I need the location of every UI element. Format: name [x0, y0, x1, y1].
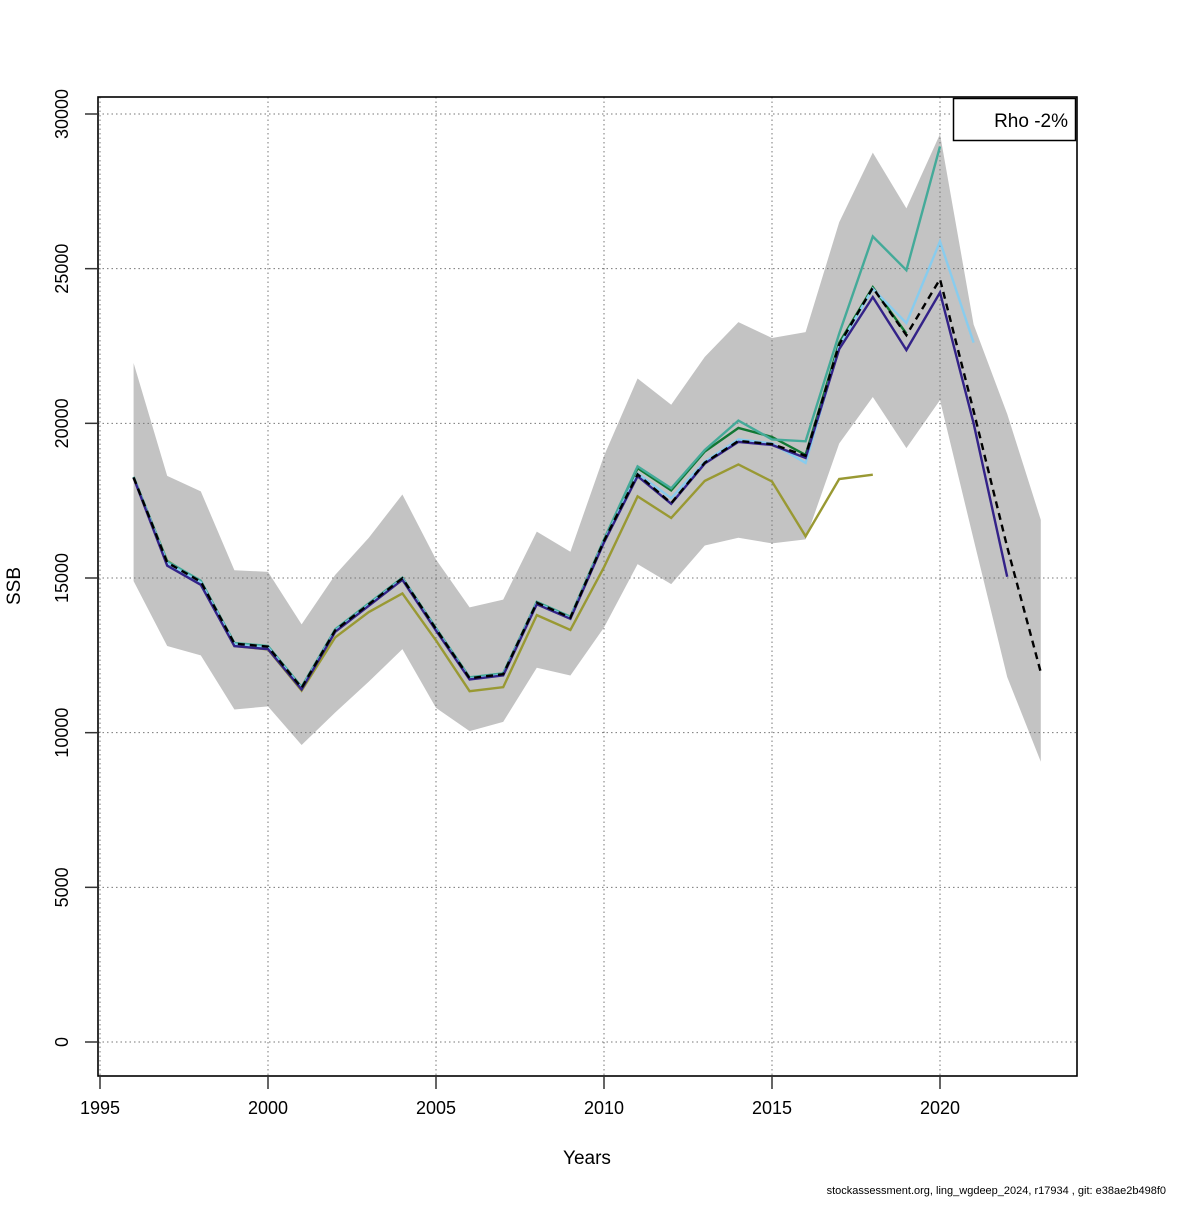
y-tick-labels: 0 5000 10000 15000 20000 25000 30000 [52, 89, 72, 1047]
x-axis-title: Years [563, 1148, 611, 1169]
y-tick-label: 25000 [52, 244, 72, 294]
y-tick-label: 0 [52, 1037, 72, 1047]
legend-box [952, 97, 1077, 142]
x-tick-label: 1995 [80, 1098, 120, 1118]
gridlines [98, 97, 1077, 1076]
legend: Rho -2% [952, 97, 1077, 142]
y-tick-label: 5000 [52, 867, 72, 907]
footer-credit: stockassessment.org, ling_wgdeep_2024, r… [827, 1185, 1166, 1197]
x-tick-label: 2015 [752, 1098, 792, 1118]
legend-label: Rho -2% [994, 111, 1068, 132]
x-tick-label: 2010 [584, 1098, 624, 1118]
y-tick-label: 15000 [52, 553, 72, 603]
x-tick-label: 2000 [248, 1098, 288, 1118]
series-lines [132, 146, 1042, 693]
base-run-2023-line [132, 276, 1042, 690]
x-tick-label: 2020 [920, 1098, 960, 1118]
x-tick-labels: 1995 2000 2005 2010 2015 2020 [80, 1098, 960, 1118]
y-axis-title: SSB [4, 567, 25, 605]
y-tick-label: 30000 [52, 89, 72, 139]
y-tick-label: 20000 [52, 398, 72, 448]
y-tick-label: 10000 [52, 708, 72, 758]
confidence-band [133, 134, 1041, 762]
x-tick-label: 2005 [416, 1098, 456, 1118]
plot-border [97, 96, 1078, 1077]
axis-ticks [85, 113, 941, 1089]
confidence-band-polygon [133, 134, 1041, 762]
